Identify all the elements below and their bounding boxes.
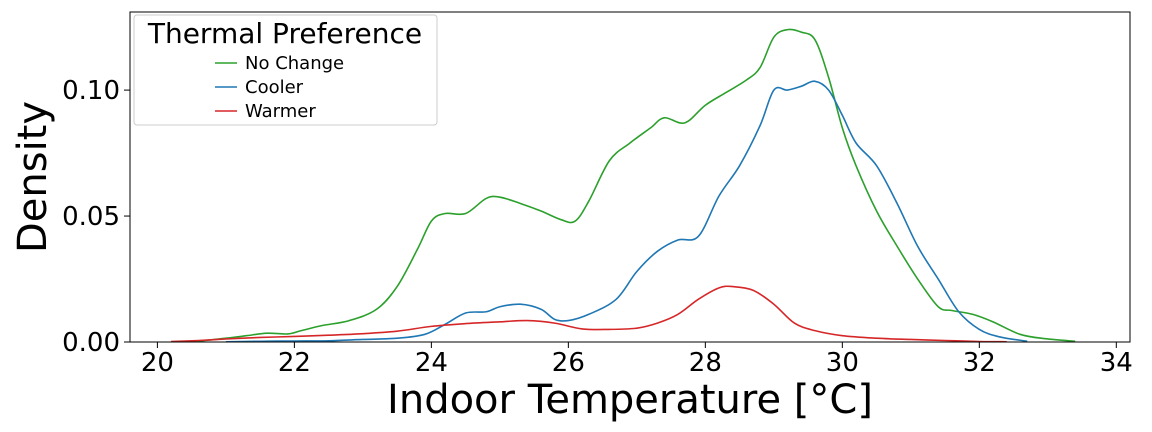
legend-label-warmer: Warmer [245, 101, 316, 122]
y-tick-label: 0.00 [62, 328, 120, 358]
series-line-warmer [171, 285, 1007, 343]
x-tick-label: 34 [1100, 348, 1133, 378]
x-ticks: 20 22 24 26 28 30 32 34 [141, 342, 1133, 378]
legend: Thermal Preference No Change Cooler Warmer [133, 14, 438, 126]
legend-label-cooler: Cooler [245, 77, 304, 98]
series-line-cooler [225, 80, 1028, 343]
x-tick-label: 30 [826, 348, 859, 378]
x-tick-label: 32 [963, 348, 996, 378]
plot-frame [129, 11, 1131, 343]
series-line-no-change [171, 28, 1076, 343]
y-tick-label: 0.05 [62, 202, 120, 232]
x-tick-label: 24 [415, 348, 448, 378]
y-ticks: 0.00 0.05 0.10 [62, 76, 130, 358]
legend-label-no-change: No Change [245, 53, 344, 74]
x-tick-label: 22 [278, 348, 311, 378]
y-axis-label: Density [10, 101, 56, 253]
series-layer [171, 28, 1076, 343]
x-axis-label: Indoor Temperature [°C] [387, 377, 873, 423]
legend-title: Thermal Preference [147, 17, 422, 50]
x-tick-label: 28 [689, 348, 722, 378]
legend-box [133, 14, 438, 126]
x-tick-label: 26 [552, 348, 585, 378]
y-tick-label: 0.10 [62, 76, 120, 106]
x-tick-label: 20 [141, 348, 174, 378]
